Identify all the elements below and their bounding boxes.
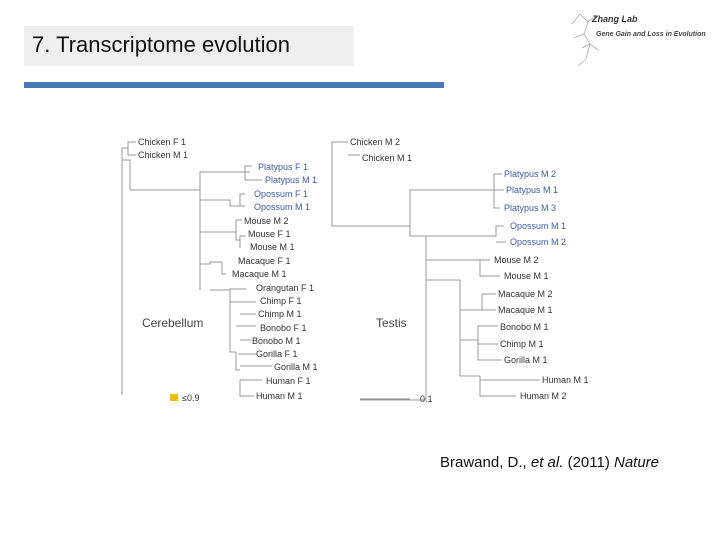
cerebellum-leaf: Mouse F 1 — [248, 229, 291, 239]
testis-leaf: Gorilla M 1 — [504, 355, 548, 365]
cerebellum-leaf: Gorilla F 1 — [256, 349, 298, 359]
legend-swatch — [170, 394, 178, 401]
cerebellum-leaf: Macaque F 1 — [238, 256, 291, 266]
testis-leaf: Bonobo M 1 — [500, 322, 549, 332]
cerebellum-leaf: Bonobo M 1 — [252, 336, 301, 346]
logo-title: Zhang Lab — [592, 14, 638, 24]
cerebellum-leaf: Chicken F 1 — [138, 137, 186, 147]
testis-leaf: Macaque M 2 — [498, 289, 553, 299]
testis-leaf: Opossum M 1 — [510, 221, 566, 231]
logo-tree-icon — [571, 13, 599, 67]
testis-leaf: Chicken M 1 — [362, 153, 412, 163]
cerebellum-leaf: Human M 1 — [256, 391, 303, 401]
citation-authors: Brawand, D., — [440, 454, 531, 471]
cerebellum-title: Cerebellum — [142, 316, 203, 330]
cerebellum-leaf: Orangutan F 1 — [256, 283, 314, 293]
citation-year: (2011) — [563, 454, 614, 471]
testis-leaf: Opossum M 2 — [510, 237, 566, 247]
cerebellum-leaf: Mouse M 1 — [250, 242, 295, 252]
cerebellum-tree — [121, 141, 272, 397]
citation-etal: et al. — [530, 454, 564, 471]
legend-label: ≤0.9 — [182, 393, 199, 403]
testis-leaf: Platypus M 3 — [504, 203, 556, 213]
citation: Brawand, D., et al. (2011) Nature — [440, 454, 659, 471]
cerebellum-leaf: Opossum F 1 — [254, 189, 308, 199]
testis-leaf: Platypus M 2 — [504, 169, 556, 179]
testis-leaf: Platypus M 1 — [506, 185, 558, 195]
testis-title: Testis — [376, 316, 407, 330]
testis-leaf: Chicken M 2 — [350, 137, 400, 147]
citation-journal: Nature — [614, 454, 660, 471]
cerebellum-leaf: Chimp F 1 — [260, 296, 302, 306]
cerebellum-leaf: Chicken M 1 — [138, 150, 188, 160]
testis-leaf: Mouse M 1 — [504, 271, 549, 281]
cerebellum-leaf: Macaque M 1 — [232, 269, 287, 279]
cerebellum-leaf: Opossum M 1 — [254, 202, 310, 212]
cerebellum-leaf: Human F 1 — [266, 376, 311, 386]
testis-leaf: Macaque M 1 — [498, 305, 553, 315]
slide-title: 7. Transcriptome evolution — [32, 32, 291, 57]
cerebellum-leaf: Mouse M 2 — [244, 216, 289, 226]
slide-title-box: 7. Transcriptome evolution — [24, 26, 354, 66]
cerebellum-leaf: Platypus F 1 — [258, 162, 308, 172]
testis-leaf: Mouse M 2 — [494, 255, 539, 265]
cerebellum-leaf: Gorilla M 1 — [274, 362, 318, 372]
title-underline-bar — [24, 82, 444, 88]
testis-leaf: Human M 2 — [520, 391, 567, 401]
cerebellum-leaf: Chimp M 1 — [258, 309, 302, 319]
testis-leaf: Human M 1 — [542, 375, 589, 385]
scale-label: 0.1 — [420, 394, 433, 404]
cerebellum-leaf: Bonobo F 1 — [260, 323, 307, 333]
testis-tree — [331, 141, 540, 401]
testis-leaf: Chimp M 1 — [500, 339, 544, 349]
cerebellum-leaf: Platypus M 1 — [265, 175, 317, 185]
logo-subtitle: Gene Gain and Loss in Evolution — [596, 31, 706, 38]
